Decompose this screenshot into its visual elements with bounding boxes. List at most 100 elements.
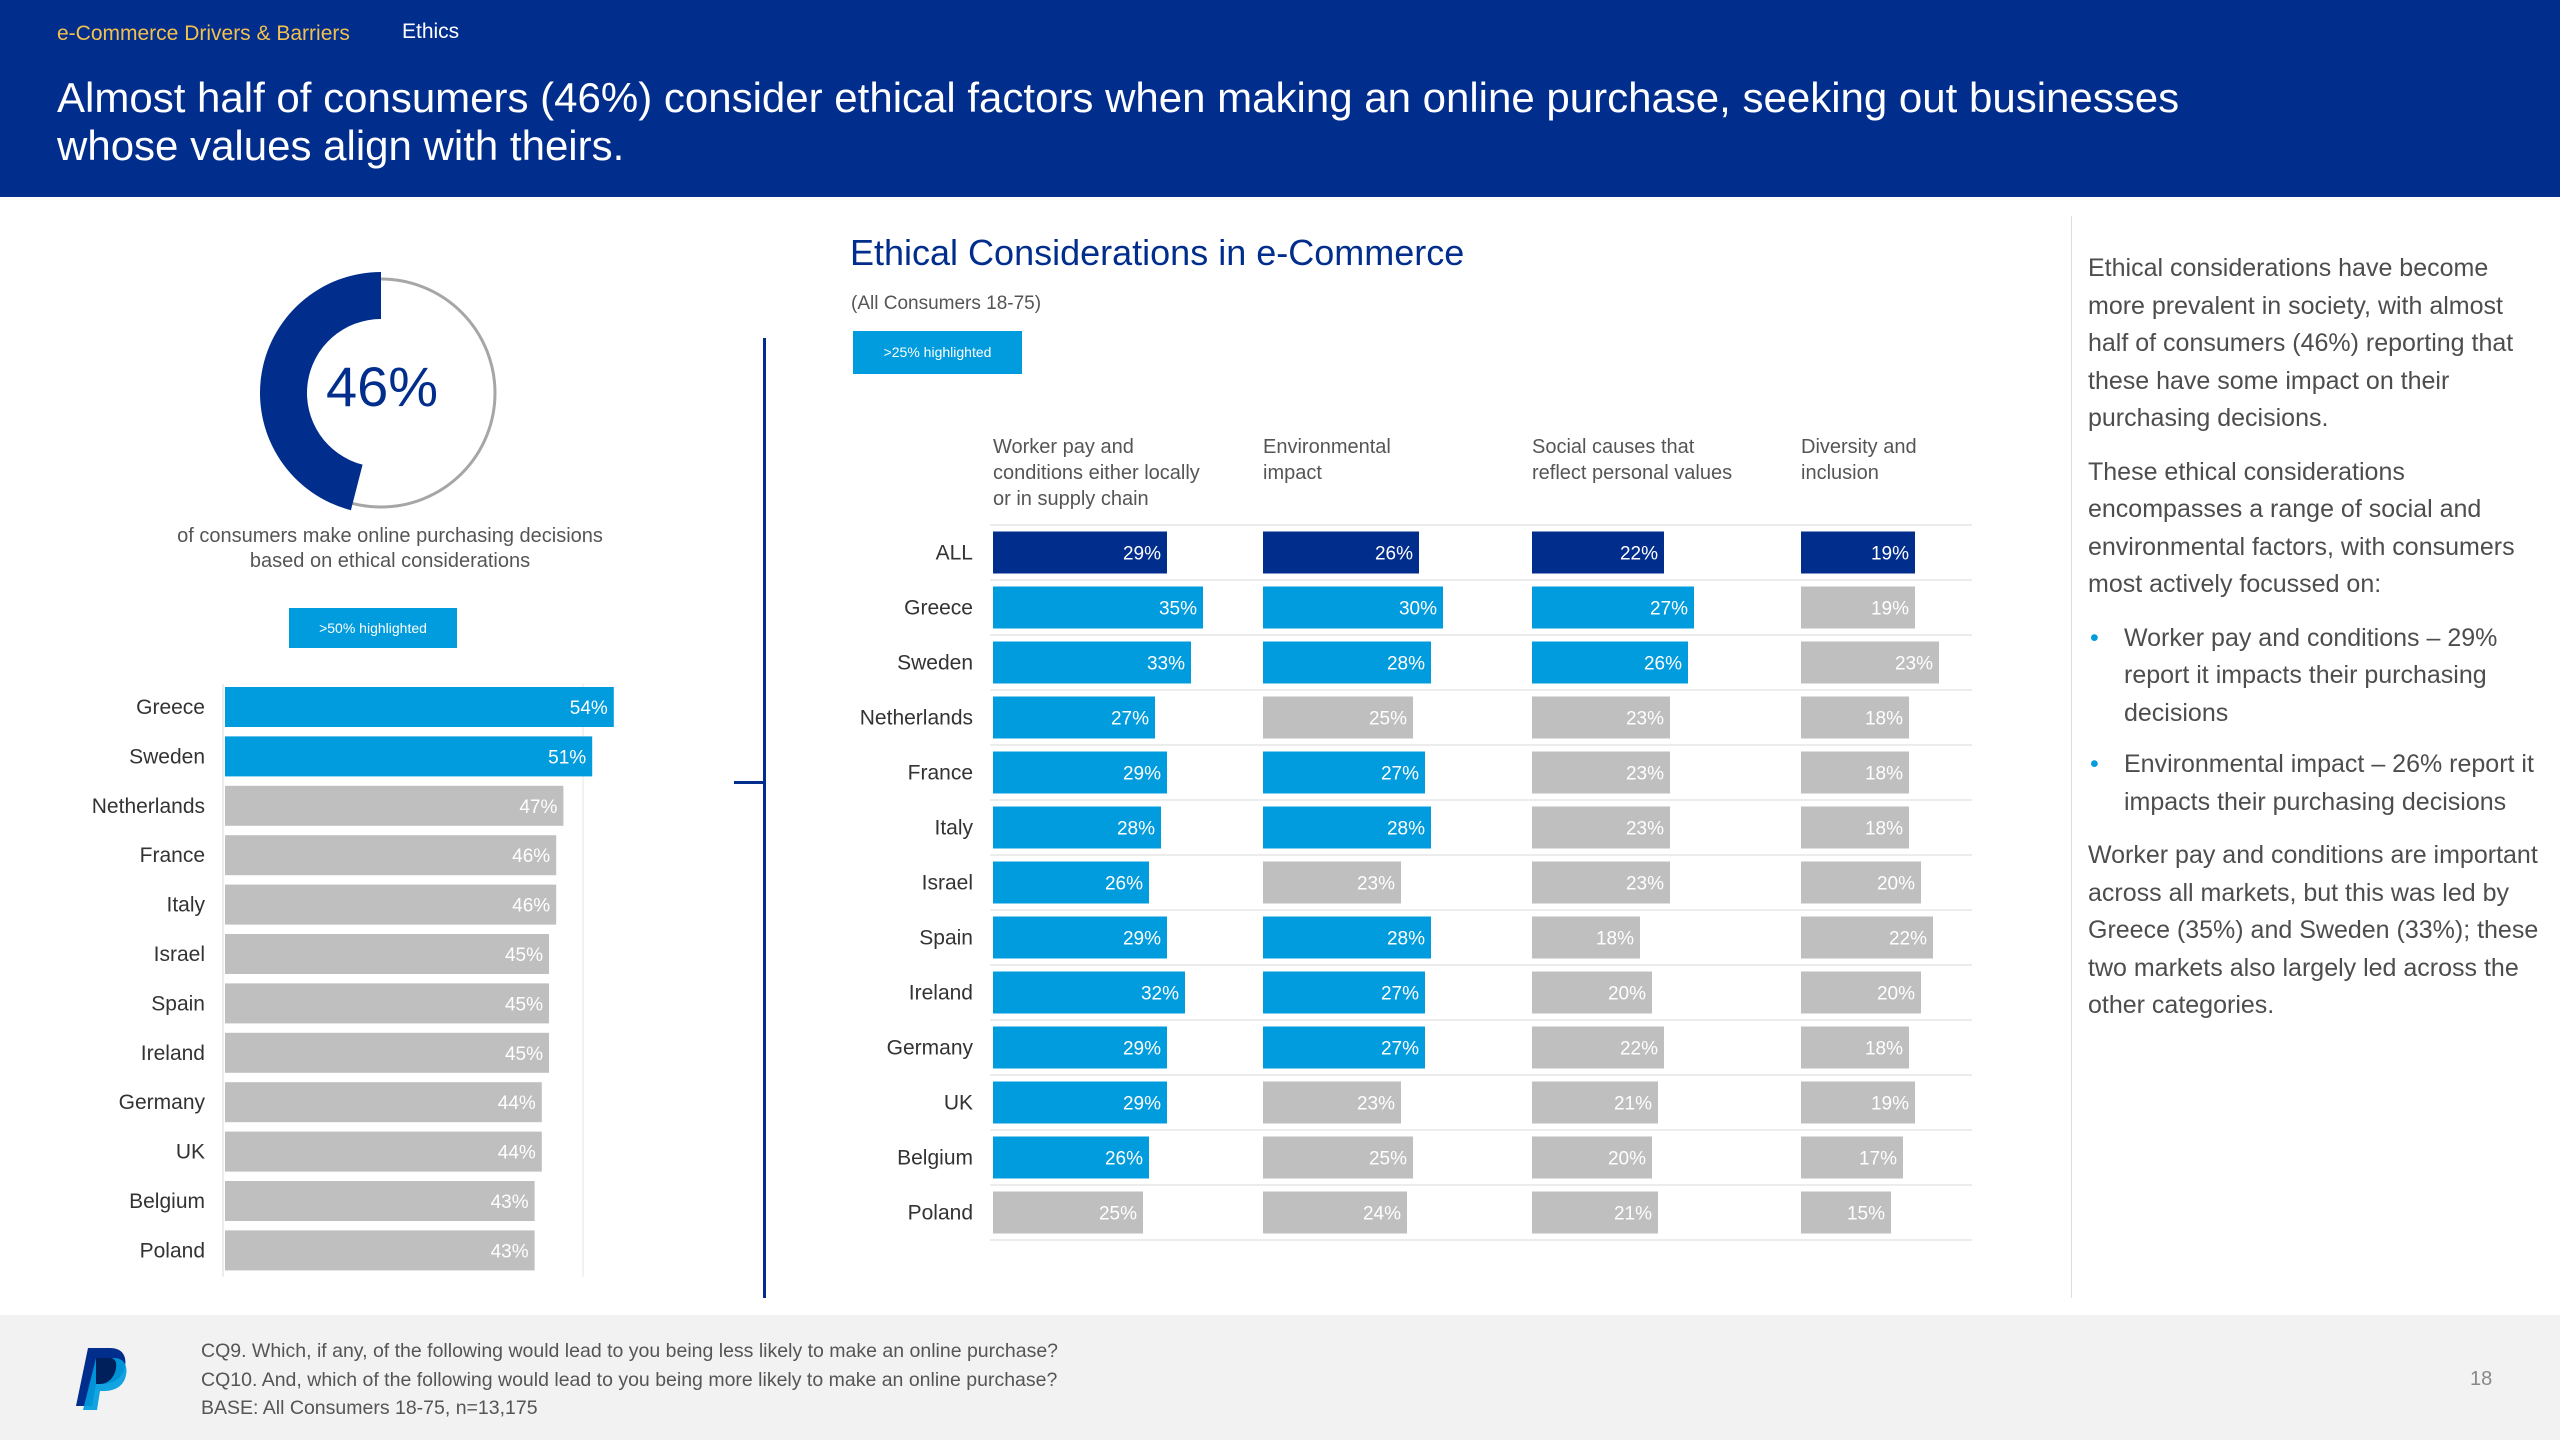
grid-bar [993,586,1203,629]
grid-bar [1263,861,1401,904]
left-value-label: 46% [512,846,550,867]
grid-value-label: 26% [1644,654,1682,675]
chart-subtitle: (All Consumers 18-75) [851,293,1042,314]
grid-value-label: 21% [1614,1094,1652,1115]
footnotes: CQ9. Which, if any, of the following wou… [201,1337,1058,1423]
grid-bar [993,861,1149,904]
column-header: Environmental [1263,436,1391,458]
grid-value-label: 18% [1865,1039,1903,1060]
grid-value-label: 28% [1387,654,1425,675]
grid-bar [1532,1026,1664,1069]
donut-value-arc [259,272,381,511]
column-header: reflect personal values [1532,462,1732,484]
grid-bar [1801,806,1909,849]
grid-bar [993,641,1191,684]
row-label: France [908,762,973,785]
donut-value-label: 46% [325,355,439,418]
commentary-paragraph: These ethical considerations encompasses… [2088,457,2515,599]
grid-value-label: 20% [1608,984,1646,1005]
grid-bar [1532,751,1670,794]
row-label: Spain [919,927,973,950]
highlight-note-left: >50% highlighted [289,608,457,648]
grid-bar [993,1081,1167,1124]
left-bar [225,934,549,974]
footer-bar [0,1315,2560,1440]
commentary-paragraph: Ethical considerations have become more … [2088,254,2514,432]
left-bar [225,736,593,777]
grid-value-label: 26% [1105,1149,1143,1170]
left-category-label: Greece [136,696,205,719]
left-category-label: Sweden [129,745,205,768]
left-category-label: Israel [154,943,205,966]
footnote-q1: CQ9. Which, if any, of the following wou… [201,1340,1059,1362]
grid-value-label: 30% [1399,599,1437,620]
grid-value-label: 35% [1159,599,1197,620]
left-value-label: 54% [570,698,608,719]
grid-value-label: 27% [1650,599,1688,620]
left-value-label: 44% [498,1093,536,1114]
grid-value-label: 23% [1357,1094,1395,1115]
grid-value-label: 23% [1895,654,1933,675]
grid-bar [993,1191,1143,1234]
section-tab[interactable]: Ethics [402,20,460,43]
country-bar-chart: Greece 54% Sweden 51% Netherlands 47% France 46… [92,684,614,1277]
grid-value-label: 17% [1859,1149,1897,1170]
footnote-q2: CQ10. And, which of the following would … [201,1368,1058,1391]
row-label: Ireland [909,982,973,1005]
paypal-logo-icon [76,1348,127,1410]
column-header: Diversity and [1801,436,1917,458]
grid-value-label: 29% [1123,544,1161,565]
grid-bar [993,751,1167,794]
grid-bar [1801,696,1909,739]
grid-bar [1801,531,1915,574]
grid-value-label: 25% [1369,1149,1407,1170]
grid-bar [1801,1081,1915,1124]
column-header: conditions either locally [993,462,1200,484]
grid-value-label: 28% [1387,929,1425,950]
grid-bar [993,1136,1149,1179]
grid-bar [1263,751,1425,794]
grid-bar [993,696,1155,739]
grid-value-label: 33% [1147,654,1185,675]
grid-bar [1263,1026,1425,1069]
grid-bar [1263,916,1431,959]
row-label: Netherlands [860,707,973,730]
divider-bracket [734,781,764,784]
commentary-bullet: Worker pay and conditions – 29% report i… [2088,620,2550,733]
grid-bar [1532,971,1652,1014]
grid-value-label: 27% [1381,1039,1419,1060]
grid-value-label: 23% [1626,874,1664,895]
grid-bar [1532,916,1640,959]
grid-bar [993,806,1161,849]
left-category-label: Ireland [141,1042,205,1065]
grid-value-label: 23% [1626,764,1664,785]
grid-value-label: 18% [1596,929,1634,950]
column-header: impact [1263,462,1322,484]
grid-bar [1801,586,1915,629]
left-value-label: 43% [491,1241,529,1262]
page-number: 18 [2470,1368,2493,1390]
grid-value-label: 23% [1357,874,1395,895]
column-header: or in supply chain [993,488,1149,510]
grid-bar [1801,971,1921,1014]
footnote-base: BASE: All Consumers 18-75, n=13,175 [201,1397,538,1419]
commentary-paragraph: Worker pay and conditions are important … [2088,841,2539,1019]
left-category-label: UK [176,1141,205,1164]
highlight-note-right: >25% highlighted [853,331,1022,374]
left-value-label: 47% [519,797,557,818]
grid-bar [1263,586,1443,629]
row-label: ALL [936,542,973,565]
grid-value-label: 23% [1626,819,1664,840]
grid-value-label: 19% [1871,599,1909,620]
left-bar [225,785,564,826]
column-header: Social causes that [1532,436,1695,458]
grid-value-label: 32% [1141,984,1179,1005]
left-value-label: 45% [505,1044,543,1065]
commentary-panel: Ethical considerations have become more … [2088,250,2550,1041]
grid-bar [1801,1191,1891,1234]
left-bar [225,1230,535,1271]
donut-caption: of consumers make online purchasing deci… [177,525,603,572]
grid-bar [1532,1081,1658,1124]
left-category-label: Spain [151,992,205,1015]
grid-value-label: 15% [1847,1204,1885,1225]
